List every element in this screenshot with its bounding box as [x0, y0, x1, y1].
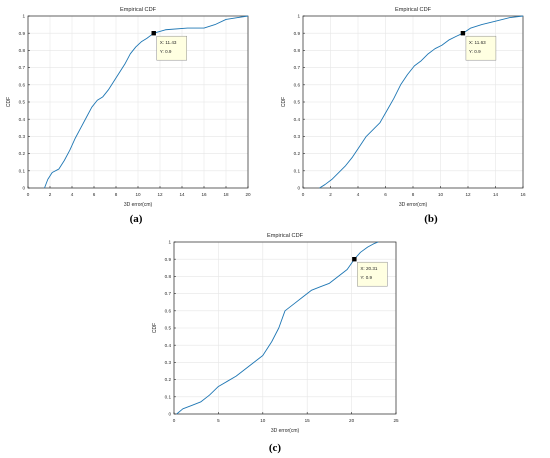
x-tick-label: 0 [173, 418, 176, 423]
caption-c: (c) [268, 442, 282, 454]
y-tick-label: 0.3 [165, 360, 172, 365]
datatip-x-label: X: 11.43 [160, 40, 177, 45]
y-tick-label: 0.8 [165, 274, 172, 279]
y-tick-label: 0.5 [294, 100, 301, 105]
y-tick-label: 1 [297, 14, 300, 19]
y-tick-label: 0.9 [294, 31, 301, 36]
datatip-y-label: Y: 0.9 [469, 49, 481, 54]
y-tick-label: 0.4 [19, 117, 26, 122]
x-tick-label: 20 [245, 192, 251, 197]
x-axis-label: 3D error(cm) [271, 428, 300, 434]
x-tick-label: 6 [93, 192, 96, 197]
y-tick-label: 0.6 [165, 308, 172, 313]
x-tick-label: 10 [135, 192, 141, 197]
chart-title: Empirical CDF [120, 7, 157, 13]
datatip-x-label: X: 20.31 [360, 266, 378, 271]
y-axis-label: CDF [6, 97, 12, 107]
datatip-y-label: Y: 0.9 [360, 275, 372, 280]
chart-b: 0 2 4 6 8 10 12 14 16 0 0.1 0.2 0.3 0.4 0.5 0.6 0.7 0.8 0.… [281, 7, 526, 208]
x-tick-label: 6 [384, 192, 387, 197]
chart-a: 0 2 4 6 8 10 12 14 16 18 20 0 0.1 0.2 0.3 0.4 0.5 0.6 0.7 0… [6, 7, 251, 208]
y-tick-label: 0.6 [19, 82, 26, 87]
y-tick-label: 0 [168, 412, 171, 417]
x-tick-label: 10 [260, 418, 266, 423]
y-tick-label: 0.9 [19, 31, 26, 36]
x-tick-label: 25 [393, 418, 399, 423]
x-tick-label: 10 [438, 192, 444, 197]
x-tick-label: 16 [201, 192, 207, 197]
y-tick-label: 0.8 [294, 48, 301, 53]
y-axis-label: CDF [152, 323, 158, 333]
cdf-series-line [44, 15, 249, 189]
datatip-marker [352, 257, 357, 262]
x-tick-label: 12 [465, 192, 471, 197]
y-tick-label: 0 [22, 186, 25, 191]
caption-b: (b) [424, 213, 438, 225]
y-tick-label: 0.7 [294, 65, 301, 70]
y-tick-label: 0.7 [165, 291, 172, 296]
x-tick-label: 2 [49, 192, 52, 197]
x-tick-label: 5 [217, 418, 220, 423]
x-tick-label: 8 [115, 192, 118, 197]
y-tick-label: 0.2 [19, 151, 26, 156]
x-tick-label: 0 [27, 192, 30, 197]
datatip-box [357, 261, 388, 287]
chart-title: Empirical CDF [267, 233, 304, 239]
y-tick-label: 0.4 [294, 117, 301, 122]
datatip-box [465, 35, 497, 61]
y-tick-label: 0.4 [165, 343, 172, 348]
x-tick-label: 14 [493, 192, 499, 197]
datatip-y-label: Y: 0.9 [160, 49, 172, 54]
y-tick-label: 0.7 [19, 65, 26, 70]
y-tick-label: 0 [297, 186, 300, 191]
y-tick-label: 1 [22, 14, 25, 19]
x-tick-label: 14 [179, 192, 185, 197]
cdf-series-line [319, 15, 524, 189]
x-tick-label: 8 [412, 192, 415, 197]
y-axis-label: CDF [281, 97, 287, 107]
y-tick-label: 0.6 [294, 82, 301, 87]
y-tick-label: 0.2 [294, 151, 301, 156]
x-tick-label: 18 [223, 192, 229, 197]
caption-a: (a) [129, 213, 143, 225]
y-tick-label: 0.3 [294, 134, 301, 139]
x-tick-label: 4 [71, 192, 74, 197]
y-tick-label: 0.1 [165, 394, 172, 399]
x-axis-label: 3D error(cm) [124, 202, 153, 208]
datatip-box [156, 35, 187, 61]
x-tick-label: 0 [302, 192, 305, 197]
datatip-x-label: X: 11.63 [469, 40, 486, 45]
y-tick-label: 0.9 [165, 257, 172, 262]
x-tick-label: 2 [329, 192, 332, 197]
x-axis-label: 3D error(cm) [399, 202, 428, 208]
x-tick-label: 20 [349, 418, 355, 423]
y-tick-label: 0.1 [19, 168, 26, 173]
x-tick-label: 16 [520, 192, 526, 197]
x-tick-label: 4 [357, 192, 360, 197]
y-tick-label: 1 [168, 240, 171, 245]
x-tick-label: 15 [305, 418, 311, 423]
y-tick-label: 0.5 [19, 100, 26, 105]
chart-title: Empirical CDF [395, 7, 432, 13]
chart-c: 0 5 10 15 20 25 0 0.1 0.2 0.3 0.4 0.5 0.6 0.7 0.8 0.9 1 E… [152, 233, 399, 434]
datatip-marker [151, 31, 156, 36]
y-tick-label: 0.2 [165, 377, 172, 382]
x-tick-label: 12 [157, 192, 163, 197]
y-tick-label: 0.3 [19, 134, 26, 139]
y-tick-label: 0.1 [294, 168, 301, 173]
y-tick-label: 0.5 [165, 326, 172, 331]
y-tick-label: 0.8 [19, 48, 26, 53]
datatip-marker [460, 31, 466, 36]
